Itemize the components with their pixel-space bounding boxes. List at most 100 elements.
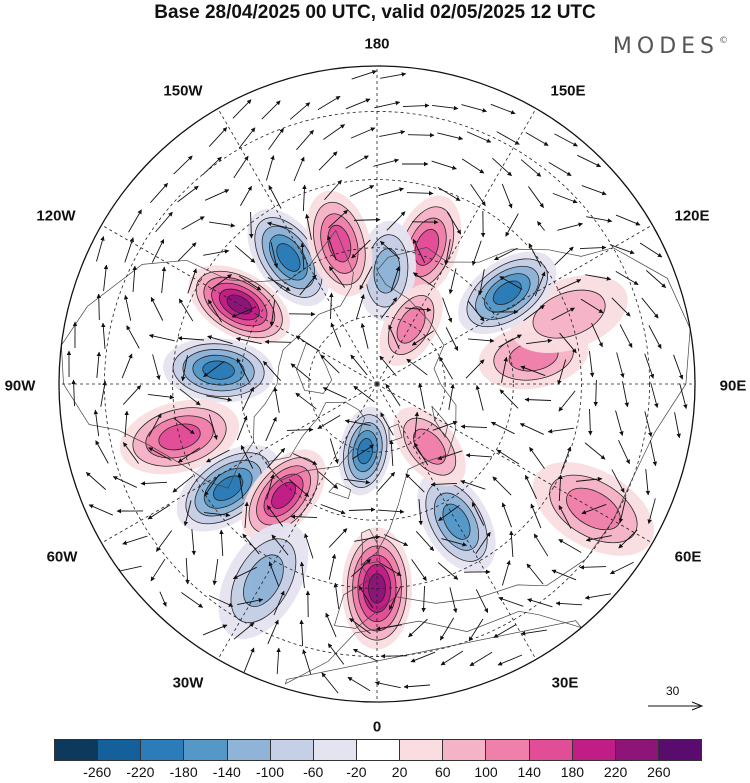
- colorbar: [54, 739, 702, 761]
- anomaly-contour: [202, 360, 235, 380]
- wind-vector: [173, 155, 193, 175]
- wind-vector: [379, 130, 406, 137]
- wind-vector: [318, 151, 338, 171]
- wind-vector: [328, 209, 348, 229]
- wind-vector: [588, 351, 595, 378]
- wind-vector: [177, 447, 201, 463]
- coastline: [431, 405, 449, 439]
- wind-vector: [581, 185, 607, 196]
- wind-vector: [271, 534, 289, 556]
- wind-vector: [292, 453, 318, 465]
- wind-vector: [208, 127, 228, 147]
- coastlines: [61, 229, 691, 685]
- wind-vector: [558, 390, 576, 412]
- wind-vector: [405, 307, 432, 312]
- wind-vector: [554, 133, 578, 147]
- wind-vector: [71, 379, 76, 407]
- anomaly-contour: [276, 243, 301, 272]
- wind-vector: [468, 338, 495, 343]
- wind-vector: [328, 528, 348, 548]
- wind-vector: [498, 596, 524, 607]
- colorbar-tick-label: -140: [212, 764, 241, 780]
- wind-vector: [520, 629, 547, 636]
- wind-vector: [380, 72, 407, 79]
- map-border: [58, 65, 696, 703]
- wind-vector: [418, 382, 425, 409]
- wind-vector: [622, 381, 629, 408]
- wind-vector: [266, 448, 286, 468]
- wind-vector: [461, 104, 487, 113]
- wind-vector: [431, 160, 457, 170]
- wind-vector: [264, 339, 292, 345]
- wind-vector: [411, 559, 427, 582]
- meridian: [376, 383, 537, 660]
- wind-vector: [317, 471, 339, 489]
- wind-vector: [148, 413, 162, 437]
- wind-vector: [345, 155, 369, 169]
- wind-vector: [238, 275, 262, 291]
- wind-vector: [235, 336, 262, 345]
- wind-vector: [378, 561, 402, 577]
- wind-vector: [95, 440, 109, 464]
- wind-vector: [150, 296, 164, 321]
- wind-vector: [236, 358, 250, 382]
- anomaly-center: [163, 337, 275, 403]
- wind-vector: [374, 680, 401, 689]
- meridian: [376, 224, 653, 385]
- wind-vector: [465, 453, 492, 458]
- parallel: [172, 179, 582, 589]
- wind-vector: [207, 335, 233, 345]
- wind-vector: [349, 617, 371, 635]
- wind-vector: [526, 563, 544, 585]
- wind-vector: [349, 185, 375, 197]
- wind-vector: [350, 354, 368, 376]
- wind-vector: [177, 185, 199, 203]
- wind-vector: [177, 336, 204, 341]
- wind-vector: [208, 414, 218, 440]
- wind-vector: [263, 360, 281, 382]
- wind-vector: [524, 397, 552, 402]
- wind-vector: [148, 393, 175, 400]
- wind-vector: [240, 185, 252, 206]
- wind-vector: [155, 211, 173, 233]
- wind-vector: [231, 306, 257, 318]
- wind-vector: [439, 617, 455, 641]
- wind-vector: [328, 266, 346, 288]
- wind-vector: [112, 476, 137, 488]
- wind-vector: [402, 103, 430, 108]
- wind-vector: [551, 307, 575, 321]
- colorbar-tick-label: -260: [83, 764, 112, 780]
- wind-vector: [151, 238, 165, 263]
- wind-vector: [150, 182, 168, 204]
- reference-arrowhead: [691, 701, 704, 711]
- wind-vector: [498, 334, 522, 348]
- anomaly-contour: [492, 280, 522, 305]
- wind-vector: [470, 184, 486, 207]
- wind-vector: [496, 449, 520, 465]
- wind-vector: [351, 444, 375, 460]
- parallel: [104, 111, 650, 657]
- wind-vector: [148, 447, 172, 461]
- wind-vector: [237, 472, 244, 499]
- wind-vector: [178, 298, 194, 322]
- wind-vector: [296, 129, 314, 151]
- wind-vector: [249, 211, 254, 239]
- wind-vector: [460, 479, 486, 490]
- wind-vector: [639, 242, 663, 258]
- wind-vector: [499, 276, 523, 290]
- wind-vector: [299, 274, 317, 296]
- coastline: [360, 528, 381, 566]
- lon-label-150w: 150W: [163, 82, 203, 100]
- wind-vector: [432, 104, 459, 111]
- wind-vector: [526, 338, 553, 345]
- wind-vector: [533, 533, 549, 557]
- wind-vector: [302, 649, 312, 675]
- anomaly-center: [241, 449, 326, 542]
- lon-label-180: 180: [364, 35, 390, 53]
- wind-vector: [444, 239, 451, 266]
- wind-vector: [618, 440, 630, 465]
- wind-vector: [609, 561, 634, 575]
- wind-vector: [468, 618, 484, 642]
- wind-vector: [379, 355, 397, 377]
